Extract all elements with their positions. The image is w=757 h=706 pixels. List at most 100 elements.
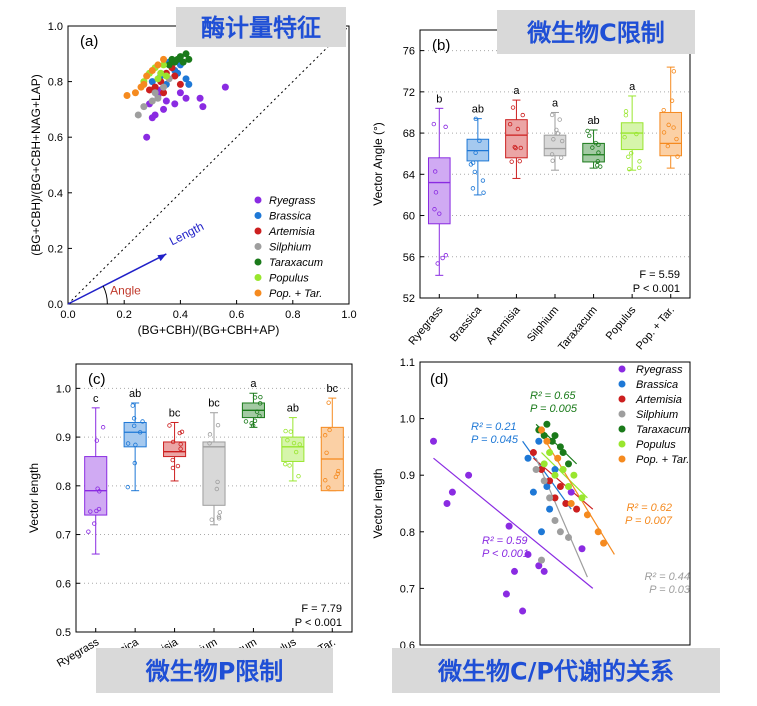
series-taraxacum <box>165 50 193 69</box>
series-poptar <box>123 55 168 99</box>
banner-title: 酶计量特征 <box>201 14 321 42</box>
raw-point <box>472 169 478 175</box>
raw-point <box>554 127 559 133</box>
raw-point <box>550 158 555 163</box>
box-body <box>659 111 683 157</box>
raw-point <box>216 514 222 519</box>
legend-marker <box>254 212 262 219</box>
raw-point <box>125 441 131 446</box>
x-tick-label: Populus <box>604 304 639 343</box>
legend-marker <box>254 289 262 297</box>
data-point <box>154 94 162 102</box>
raw-point <box>125 484 130 490</box>
raw-point <box>285 438 290 443</box>
data-point <box>543 437 551 445</box>
raw-point <box>585 128 590 134</box>
data-point <box>182 75 190 83</box>
x-tick-label: 0.6 <box>229 309 244 321</box>
raw-point <box>283 461 288 467</box>
raw-point <box>587 133 592 139</box>
box-silphium: a Silphium <box>525 97 567 344</box>
raw-point <box>254 409 260 414</box>
data-point <box>502 590 510 598</box>
series-taraxacum <box>535 420 572 468</box>
data-point <box>157 69 165 77</box>
raw-point <box>481 190 486 195</box>
data-point <box>567 500 575 507</box>
data-point <box>162 72 170 80</box>
x-tick-label: Brassica <box>448 304 485 345</box>
fit-p-value: P = 0.007 <box>625 515 673 527</box>
raw-point <box>170 465 176 471</box>
data-point <box>465 471 473 479</box>
data-point <box>548 437 556 445</box>
p-value: P < 0.001 <box>633 283 680 295</box>
series-artemisia <box>529 449 581 513</box>
raw-point <box>480 178 486 183</box>
raw-point <box>473 150 478 155</box>
raw-point <box>666 122 671 128</box>
raw-point <box>558 155 564 160</box>
data-point <box>151 89 159 97</box>
raw-point <box>517 158 522 164</box>
y-tick-label: 56 <box>403 252 415 264</box>
series-ryegrass <box>430 437 586 615</box>
box-poptar: Pop. + Tar. <box>634 66 683 352</box>
raw-point <box>140 419 145 424</box>
f-statistic: F = 7.79 <box>301 603 342 615</box>
raw-point <box>590 145 595 150</box>
raw-point <box>634 131 639 137</box>
x-tick-label: Pop. + Tar. <box>634 304 677 352</box>
data-point <box>540 460 548 468</box>
raw-point <box>626 154 631 160</box>
r-squared-label: R² = 0.21 <box>471 421 517 433</box>
raw-point <box>507 121 513 127</box>
legend-entry: Taraxacum <box>636 424 690 436</box>
panel-d-frame <box>419 361 691 646</box>
raw-point <box>167 423 172 428</box>
data-point <box>185 55 193 63</box>
data-point <box>578 494 586 502</box>
raw-point <box>170 439 176 445</box>
raw-point <box>217 510 223 515</box>
raw-point <box>257 413 262 419</box>
data-point <box>145 86 153 94</box>
data-point <box>535 437 543 445</box>
x-tick-label: Taraxacum <box>556 304 600 353</box>
data-point <box>578 545 586 553</box>
regression-line <box>541 452 588 499</box>
raw-point <box>669 98 675 103</box>
raw-point <box>477 138 482 144</box>
raw-point <box>627 166 632 172</box>
raw-point <box>596 142 601 148</box>
box-body <box>505 119 528 159</box>
data-point <box>154 75 162 83</box>
legend-marker <box>254 243 262 250</box>
data-point <box>538 426 545 434</box>
y-tick-label: 1.1 <box>400 357 415 369</box>
significance-letter: bc <box>169 407 181 419</box>
series-brassica <box>524 437 559 536</box>
raw-point <box>207 432 213 437</box>
raw-point <box>258 394 263 400</box>
legend-marker <box>254 258 262 266</box>
data-point <box>160 89 168 97</box>
data-point <box>171 100 179 108</box>
data-point <box>532 466 540 474</box>
data-point <box>179 58 187 66</box>
significance-letter: ab <box>129 388 141 400</box>
regression-line <box>433 457 594 589</box>
y-axis-title: Vector Angle (°) <box>371 122 385 206</box>
series-poptar <box>538 426 608 547</box>
y-tick-label: 76 <box>403 46 415 58</box>
data-point <box>505 522 513 530</box>
x-tick-label: 0.8 <box>285 309 300 321</box>
data-point <box>556 483 564 491</box>
raw-point <box>133 442 138 448</box>
raw-point <box>92 521 97 526</box>
significance-letter: a <box>552 97 559 109</box>
data-point <box>594 528 602 536</box>
x-tick-label: Artemisia <box>484 304 523 348</box>
data-point <box>546 494 554 502</box>
